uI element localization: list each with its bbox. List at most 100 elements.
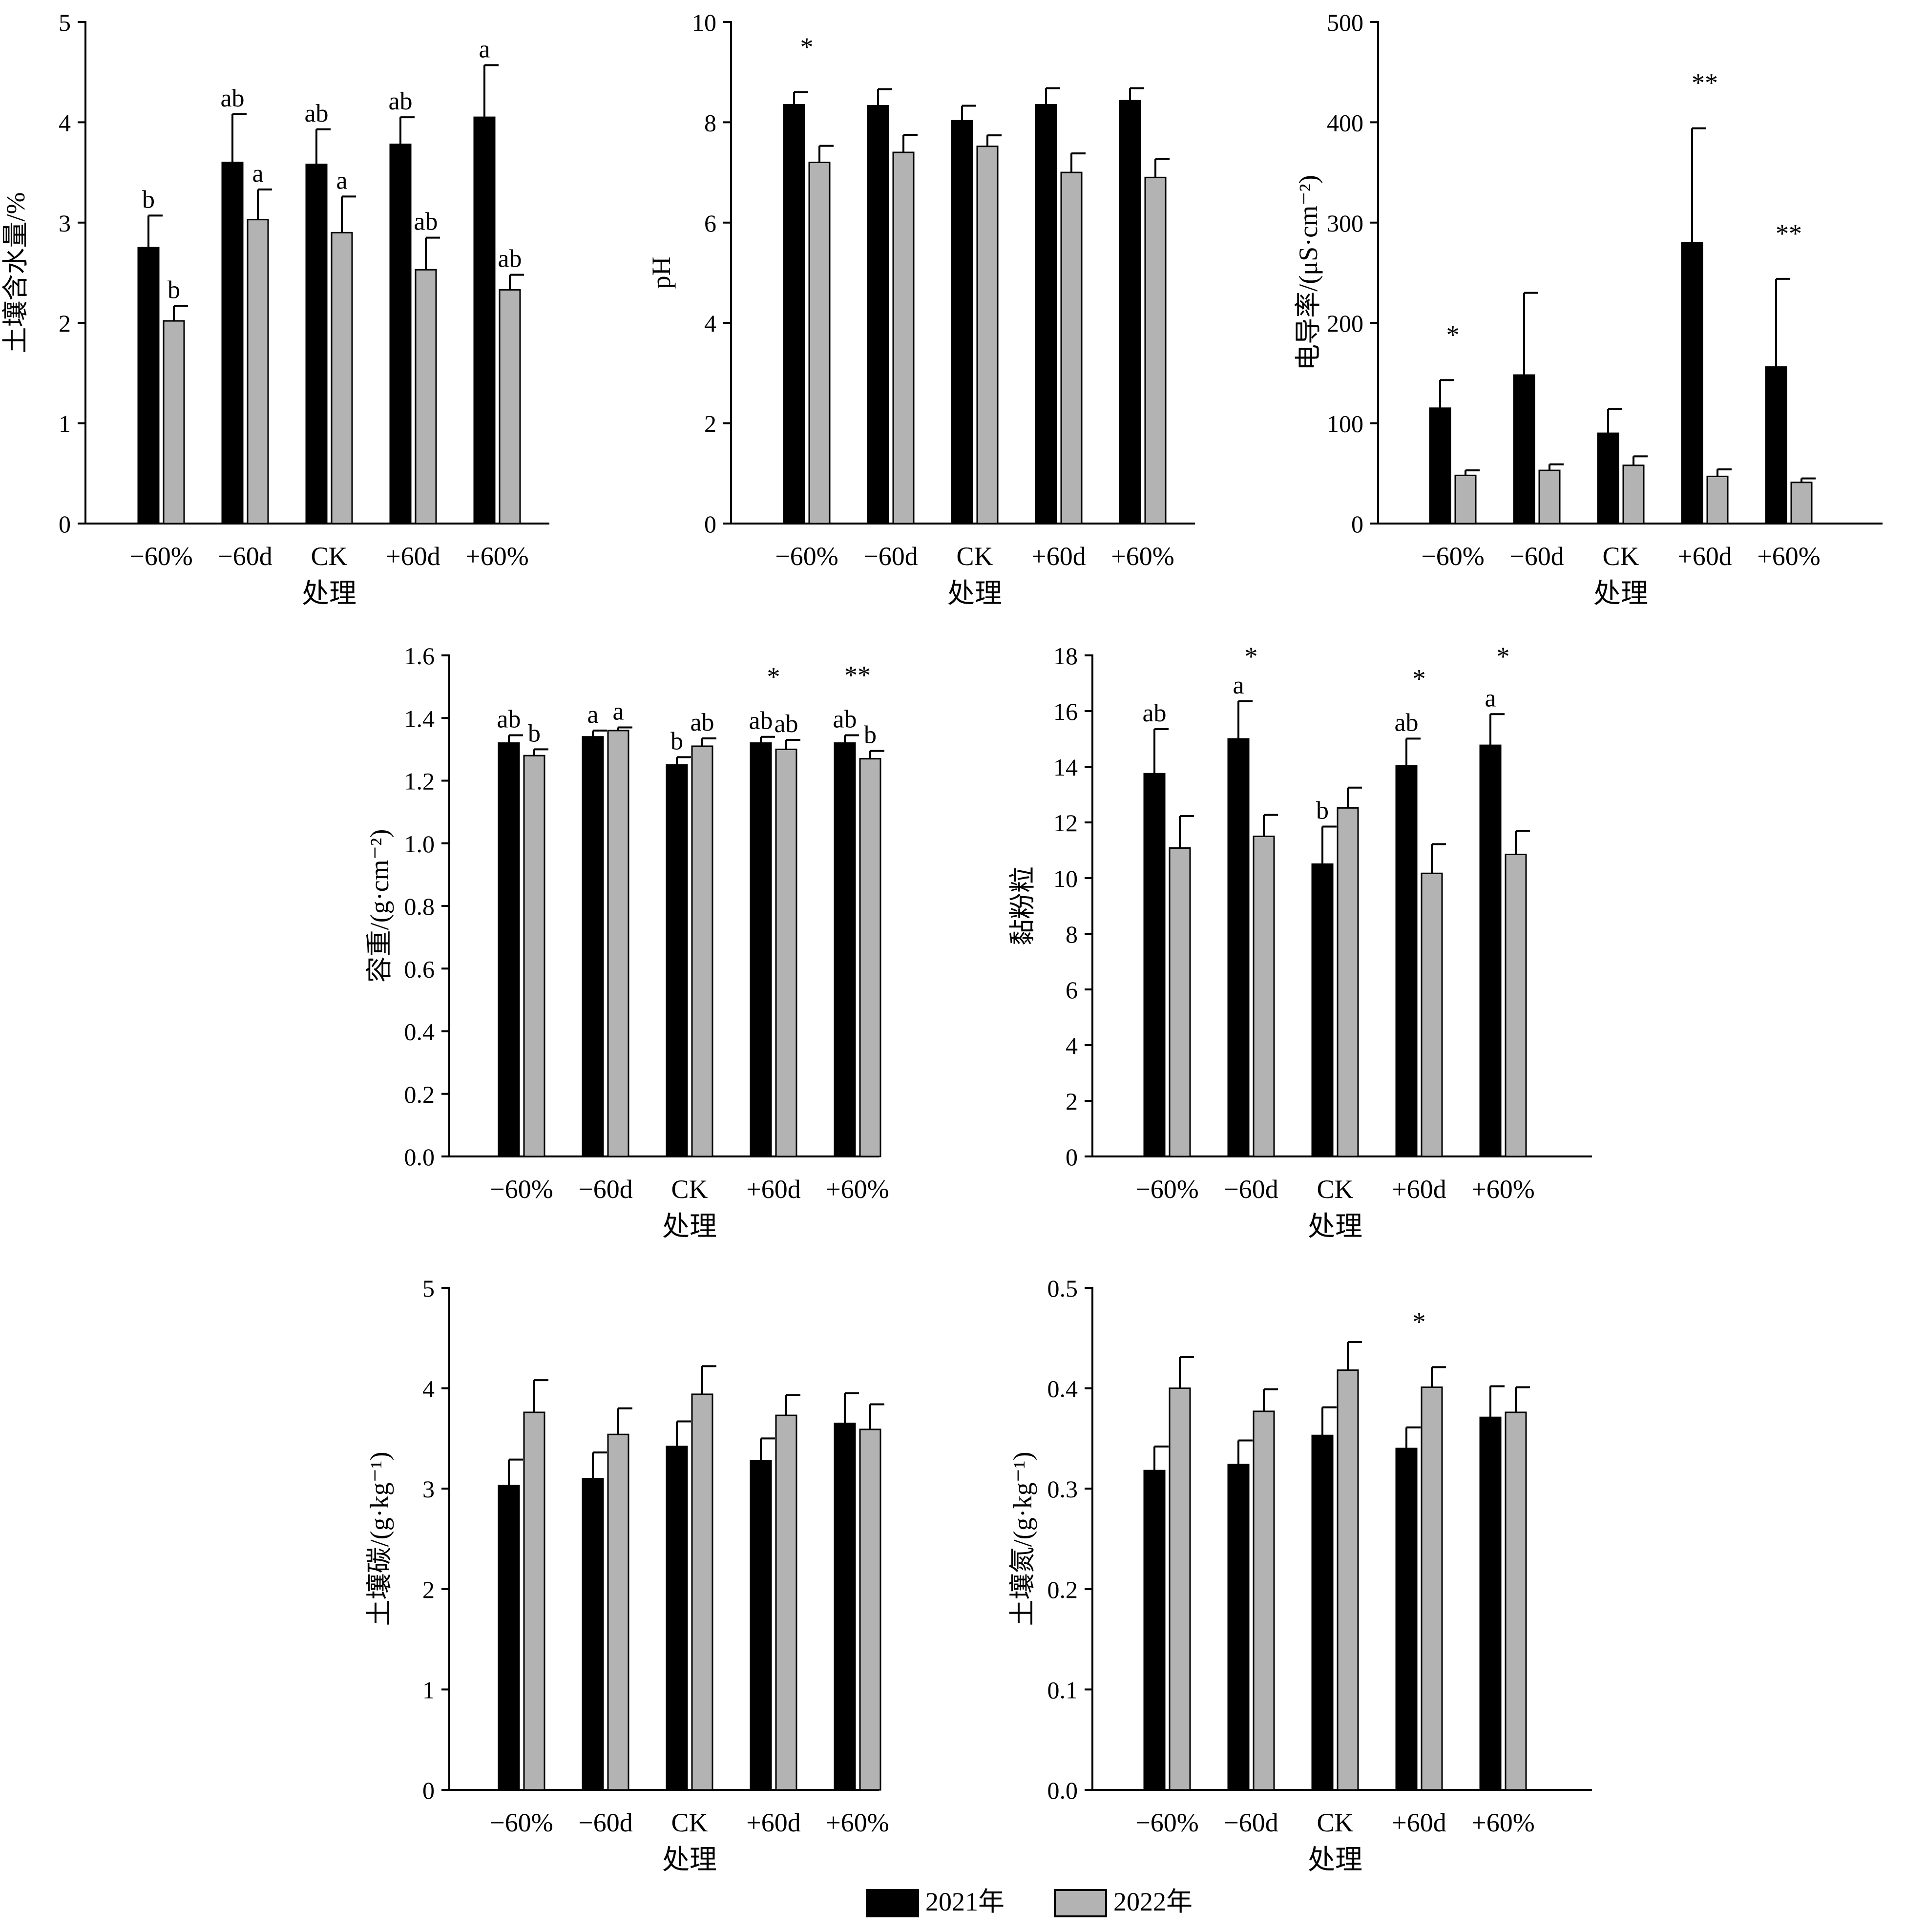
y-axis-label: 容重/(g·cm⁻²) <box>365 829 394 983</box>
significance-letter: b <box>142 186 155 213</box>
bar-2021 <box>1597 432 1619 525</box>
bar-2021 <box>1479 1416 1502 1791</box>
x-tick-label: +60% <box>1471 1175 1534 1204</box>
x-tick-label: +60% <box>826 1808 889 1837</box>
x-tick-label: −60d <box>218 542 272 571</box>
bar-2021 <box>1513 374 1535 525</box>
x-axis-label: 处理 <box>1593 579 1648 609</box>
bar-2021 <box>1429 407 1451 525</box>
x-tick-label: CK <box>671 1808 708 1837</box>
bar-2022 <box>1337 1369 1359 1791</box>
x-tick-label: −60% <box>775 542 838 571</box>
y-tick-label: 200 <box>1327 310 1363 337</box>
x-axis-label: 处理 <box>662 1212 717 1242</box>
y-tick-label: 4 <box>1066 1032 1078 1059</box>
significance-letter: a <box>612 697 624 725</box>
x-tick-label: CK <box>671 1175 708 1204</box>
x-tick-label: −60% <box>129 542 192 571</box>
bar-2022 <box>1060 171 1083 525</box>
legend: 2021年 2022年 <box>866 1887 1193 1917</box>
bar-2022 <box>607 730 629 1157</box>
bar-2021 <box>498 1485 520 1791</box>
x-tick-label: CK <box>1602 542 1639 571</box>
bar-2021 <box>1395 1448 1418 1791</box>
bar-2022 <box>1622 464 1645 525</box>
y-tick-label: 4 <box>59 109 71 136</box>
y-tick-label: 300 <box>1327 210 1363 237</box>
bar-2022 <box>1421 872 1443 1157</box>
bar-2022 <box>892 151 915 525</box>
y-axis-label: 土壤含水量/% <box>1 192 30 354</box>
y-tick-label: 2 <box>704 410 716 438</box>
bar-2022 <box>1538 469 1561 525</box>
bar-2021 <box>582 736 604 1157</box>
bar-2022 <box>499 289 521 525</box>
significance-letter: b <box>864 721 877 749</box>
significance-star: * <box>1245 642 1258 671</box>
significance-letter: a <box>252 160 263 188</box>
bar-2022 <box>1454 474 1477 525</box>
y-tick-label: 0.6 <box>404 955 435 983</box>
x-tick-label: −60d <box>1224 1175 1278 1204</box>
y-tick-label: 1 <box>59 410 71 438</box>
bar-2022 <box>859 758 881 1157</box>
bar-2021 <box>305 164 328 525</box>
y-axis-label: 电导率/(μS·cm⁻²) <box>1294 175 1323 371</box>
bar-2021 <box>750 742 772 1157</box>
y-axis-label: pH <box>647 257 676 289</box>
bar-2022 <box>775 1414 797 1791</box>
y-tick-label: 0.0 <box>1047 1777 1078 1804</box>
bar-2021 <box>1227 1464 1250 1791</box>
x-tick-label: +60d <box>1677 542 1732 571</box>
significance-letter: b <box>670 727 683 755</box>
y-tick-label: 1 <box>422 1676 435 1703</box>
significance-letter: ab <box>497 706 521 734</box>
x-tick-label: CK <box>1317 1175 1353 1204</box>
x-tick-label: −60d <box>578 1808 632 1837</box>
significance-letter: b <box>528 719 541 747</box>
x-axis-label: 处理 <box>1308 1212 1362 1242</box>
chart-soil-moisture: 0 1 2 3 4 5 土壤含水量/% −60% b b −60d ab a CK ab a +60d ab ab +… <box>1 9 549 609</box>
significance-star: ** <box>844 661 871 690</box>
legend-swatch-2021 <box>866 1889 919 1917</box>
bar-2021 <box>498 742 520 1157</box>
bar-2022 <box>523 755 545 1157</box>
x-tick-label: −60d <box>863 542 918 571</box>
bar-2021 <box>1395 765 1418 1157</box>
y-tick-label: 5 <box>59 9 71 36</box>
bar-2021 <box>1143 1470 1166 1791</box>
bar-2022 <box>331 231 353 525</box>
bar-2021 <box>834 742 856 1157</box>
bar-2022 <box>523 1411 545 1791</box>
significance-letter: b <box>167 276 180 304</box>
y-tick-label: 8 <box>704 109 716 136</box>
y-tick-label: 0.4 <box>404 1018 435 1046</box>
bar-2021 <box>221 162 244 525</box>
bar-2021 <box>867 105 889 525</box>
bar-2022 <box>775 748 797 1157</box>
bar-2022 <box>1144 176 1167 525</box>
x-axis-label: 处理 <box>1308 1845 1362 1875</box>
chart-bulk-density: 0.0 0.2 0.4 0.6 0.8 1.0 1.2 1.4 1.6 容重/(g·cm⁻²) −6… <box>365 642 889 1242</box>
bar-2021 <box>1311 1434 1334 1791</box>
y-axis-label: 土壤碳/(g·kg⁻¹) <box>365 1452 394 1626</box>
legend-label-2022: 2022年 <box>1113 1887 1193 1916</box>
significance-letter: ab <box>498 245 522 273</box>
significance-star: * <box>767 662 780 692</box>
bar-2022 <box>163 320 185 525</box>
significance-letter: ab <box>304 100 328 127</box>
y-tick-label: 500 <box>1327 9 1363 36</box>
x-tick-label: +60% <box>826 1175 889 1204</box>
y-tick-label: 18 <box>1053 642 1078 670</box>
y-tick-label: 2 <box>59 310 71 337</box>
y-tick-label: 0.2 <box>1047 1576 1078 1603</box>
y-tick-label: 1.2 <box>404 768 435 795</box>
y-tick-label: 10 <box>692 9 716 36</box>
chart-ph: 0 2 4 6 8 10 pH −60% * −60d CK +60d +60% 处理 <box>647 9 1195 609</box>
y-tick-label: 10 <box>1053 865 1078 892</box>
significance-letter: ab <box>690 709 714 736</box>
x-tick-label: +60% <box>1757 542 1820 571</box>
bar-2021 <box>1227 738 1250 1157</box>
bar-2022 <box>247 219 269 525</box>
